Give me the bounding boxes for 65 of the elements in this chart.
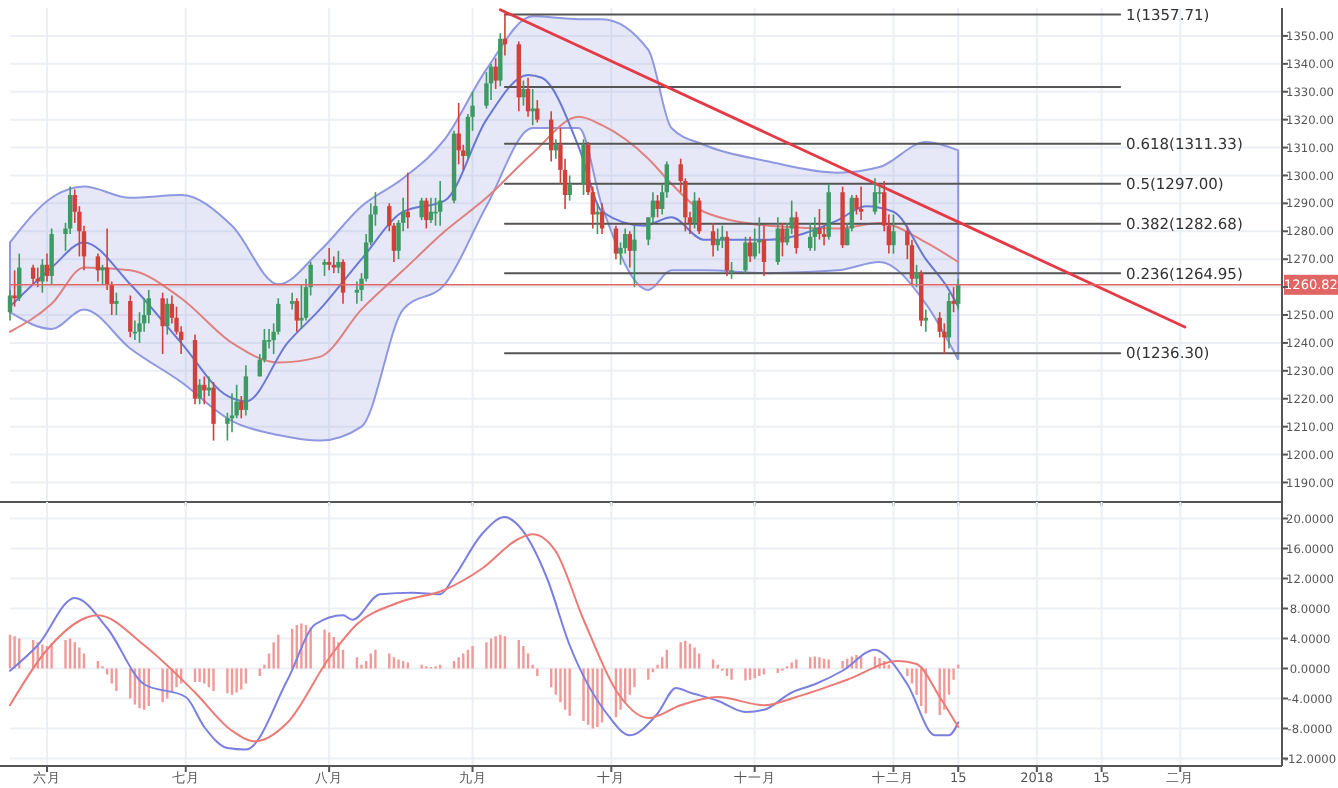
- candlestick: [44, 252, 50, 283]
- candlestick: [7, 289, 13, 322]
- candlestick: [854, 194, 859, 216]
- candlestick: [419, 196, 424, 221]
- candlestick: [761, 224, 767, 277]
- candlestick: [743, 236, 748, 274]
- candlestick: [724, 230, 730, 277]
- candlestick: [128, 294, 133, 339]
- candlestick: [114, 291, 119, 316]
- candlestick: [211, 381, 216, 442]
- candlestick: [197, 378, 202, 406]
- candlestick: [493, 57, 498, 90]
- candlestick: [40, 258, 45, 294]
- candlestick: [456, 102, 461, 166]
- candlestick: [872, 177, 878, 216]
- candlestick: [165, 297, 170, 336]
- candlestick: [891, 213, 896, 255]
- candlestick: [914, 263, 919, 288]
- candlestick: [535, 99, 540, 124]
- candlestick: [35, 266, 40, 288]
- candlestick: [710, 222, 716, 258]
- candlestick: [243, 364, 249, 417]
- candlestick: [817, 208, 822, 241]
- candlestick: [946, 291, 952, 350]
- candlestick: [775, 216, 781, 266]
- candlestick: [655, 194, 660, 219]
- candlestick: [95, 252, 101, 283]
- candlestick: [595, 202, 600, 235]
- candlestick: [632, 224, 637, 288]
- candlestick: [747, 236, 753, 263]
- candlestick: [229, 392, 235, 434]
- candlestick: [812, 216, 818, 252]
- candlestick: [858, 185, 864, 221]
- candlestick: [951, 286, 956, 314]
- candlestick: [30, 263, 36, 286]
- candlestick: [294, 297, 299, 333]
- candlestick: [923, 308, 929, 333]
- candlestick: [289, 291, 295, 311]
- candlestick: [331, 255, 336, 274]
- candlestick: [12, 269, 17, 308]
- candlestick: [530, 88, 535, 127]
- candlestick: [780, 222, 785, 258]
- line-series: [9, 115, 960, 364]
- candlestick: [160, 291, 165, 355]
- candlestick: [826, 183, 831, 241]
- candlestick: [354, 280, 360, 305]
- candlestick: [484, 71, 489, 110]
- candlestick: [692, 191, 697, 230]
- candlestick: [794, 210, 799, 255]
- candlestick: [808, 222, 813, 252]
- candlestick: [581, 138, 586, 196]
- candlestick: [720, 224, 725, 249]
- candlestick: [498, 32, 503, 87]
- candlestick: [715, 227, 720, 252]
- candlestick: [299, 283, 304, 330]
- candlestick: [567, 174, 572, 202]
- candlestick: [521, 79, 526, 107]
- candlestick: [336, 250, 341, 274]
- candlestick: [613, 224, 619, 260]
- candlestick: [627, 230, 633, 269]
- candlestick: [146, 289, 151, 325]
- candlestick: [525, 76, 531, 118]
- candlestick: [49, 227, 54, 286]
- candlestick: [437, 180, 443, 227]
- candlestick: [326, 247, 332, 272]
